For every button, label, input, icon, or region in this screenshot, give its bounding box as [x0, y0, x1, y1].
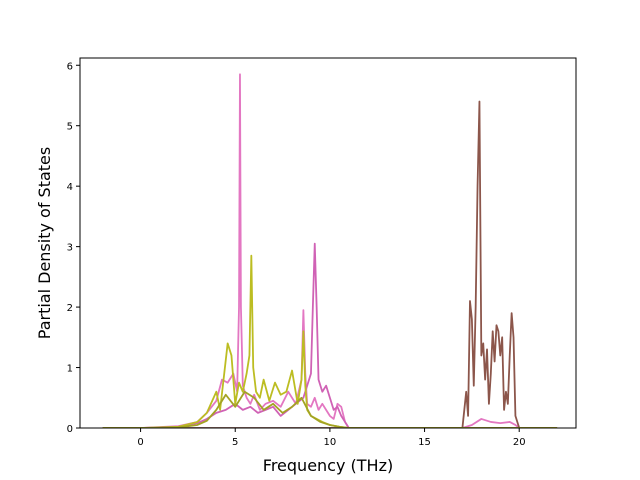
x-tick-label: 5: [232, 437, 238, 448]
x-tick-label: 20: [513, 437, 526, 448]
series-line-3: [102, 100, 558, 428]
y-axis-ticks: 0 1 2 3 4 5 6: [67, 61, 80, 435]
series-line-5: [102, 390, 558, 428]
y-tick-label: 4: [67, 182, 73, 193]
y-tick-label: 2: [67, 303, 73, 314]
x-tick-label: 0: [137, 437, 143, 448]
x-axis-ticks: 0 5 10 15 20: [137, 428, 526, 448]
y-axis-label: Partial Density of States: [35, 147, 54, 339]
y-tick-label: 6: [67, 61, 73, 72]
y-tick-label: 0: [67, 424, 73, 435]
y-tick-label: 3: [67, 243, 73, 254]
x-axis-label: Frequency (THz): [263, 456, 393, 475]
x-tick-label: 10: [324, 437, 337, 448]
series-layer: [102, 73, 558, 428]
plot-frame: [79, 57, 577, 429]
x-tick-label: 15: [418, 437, 431, 448]
y-tick-label: 1: [67, 364, 73, 375]
y-tick-label: 5: [67, 122, 73, 133]
series-line-1: [102, 73, 558, 428]
